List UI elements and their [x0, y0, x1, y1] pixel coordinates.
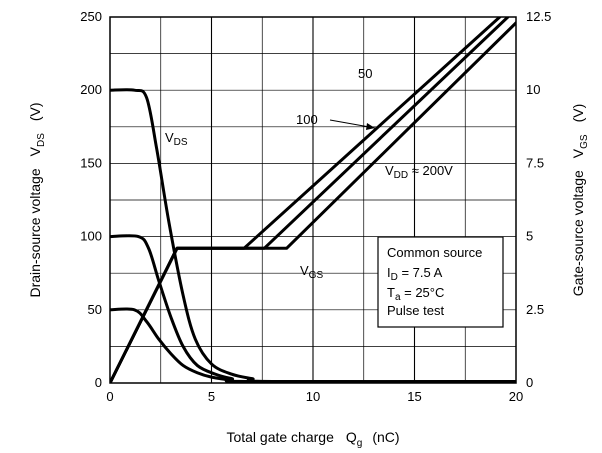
y-right-tick-label: 10 — [526, 82, 540, 97]
x-tick-label: 20 — [509, 389, 523, 404]
y-right-tick-label: 7.5 — [526, 155, 544, 170]
vds-label: VDS — [165, 130, 188, 148]
x-axis-title-main: Total gate charge — [226, 429, 334, 445]
legend-line3-main: T — [387, 285, 395, 300]
x-tick-label: 0 — [106, 389, 113, 404]
y-left-axis-title-main: Drain-source voltage — [27, 168, 43, 297]
legend-line1: Common source — [387, 245, 482, 260]
y-right-axis-title-sub: GS — [579, 134, 590, 149]
y-right-axis-title-symbol: V — [570, 148, 586, 158]
vds-curve — [110, 307, 516, 383]
y-left-tick-label: 100 — [80, 229, 102, 244]
legend-line2-rest: = 7.5 A — [398, 265, 443, 280]
vgs-label-sub: GS — [309, 270, 324, 281]
x-axis-title-unit: (nC) — [372, 429, 399, 445]
legend-line2-sub: D — [391, 272, 398, 283]
y-right-tick-label: 0 — [526, 375, 533, 390]
vgs-curve — [110, 21, 516, 383]
y-left-axis-title-sub: DS — [36, 133, 47, 147]
x-axis-title-sub: g — [357, 438, 363, 449]
vgs-label: VGS — [300, 263, 323, 281]
y-left-tick-label: 0 — [95, 375, 102, 390]
y-left-axis-title: Drain-source voltage VDS (V) — [27, 102, 47, 297]
y-right-axis-title-main: Gate-source voltage — [570, 170, 586, 296]
x-axis-title: Total gate charge Qg (nC) — [226, 429, 399, 449]
legend-line4: Pulse test — [387, 303, 444, 318]
label-50: 50 — [358, 66, 372, 81]
vdd-label-rest: ≈ 200V — [408, 163, 453, 178]
x-tick-label: 15 — [407, 389, 421, 404]
annotations: VDS VGS 50 100 VDD ≈ 200V — [165, 66, 453, 281]
plot-frame — [109, 16, 517, 384]
y-left-axis-title-unit: (V) — [27, 102, 43, 121]
vds-label-sub: DS — [174, 137, 188, 148]
y-left-tick-label: 250 — [80, 9, 102, 24]
vds-label-main: V — [165, 130, 174, 145]
legend-line2-main: I — [387, 265, 391, 280]
label-100: 100 — [296, 112, 318, 127]
x-tick-label: 10 — [306, 389, 320, 404]
x-axis-title-symbol: Q — [346, 429, 357, 445]
curves — [110, 17, 516, 383]
y-left-axis-title-symbol: V — [27, 146, 43, 156]
y-right-tick-label: 2.5 — [526, 302, 544, 317]
label-100-arrowhead — [366, 123, 375, 130]
y-left-tick-label: 200 — [80, 82, 102, 97]
legend-line3-sub: a — [395, 292, 401, 303]
y-right-tick-label: 12.5 — [526, 9, 551, 24]
legend-line2: ID = 7.5 A — [387, 265, 443, 283]
y-left-tick-label: 50 — [88, 302, 102, 317]
legend-line3: Ta = 25°C — [387, 285, 444, 303]
legend-text: Common source ID = 7.5 A Ta = 25°C Pulse… — [387, 245, 482, 318]
vgs-label-main: V — [300, 263, 309, 278]
x-tick-label: 5 — [208, 389, 215, 404]
y-right-axis-title-unit: (V) — [570, 104, 586, 123]
y-right-tick-label: 5 — [526, 229, 533, 244]
legend-line3-rest: = 25°C — [401, 285, 445, 300]
y-right-axis-title: Gate-source voltage VGS (V) — [570, 104, 590, 297]
y-left-tick-label: 150 — [80, 155, 102, 170]
vdd-label: VDD ≈ 200V — [385, 163, 453, 181]
vdd-label-sub: DD — [394, 170, 408, 181]
vdd-label-main: V — [385, 163, 394, 178]
legend-box — [377, 236, 504, 328]
